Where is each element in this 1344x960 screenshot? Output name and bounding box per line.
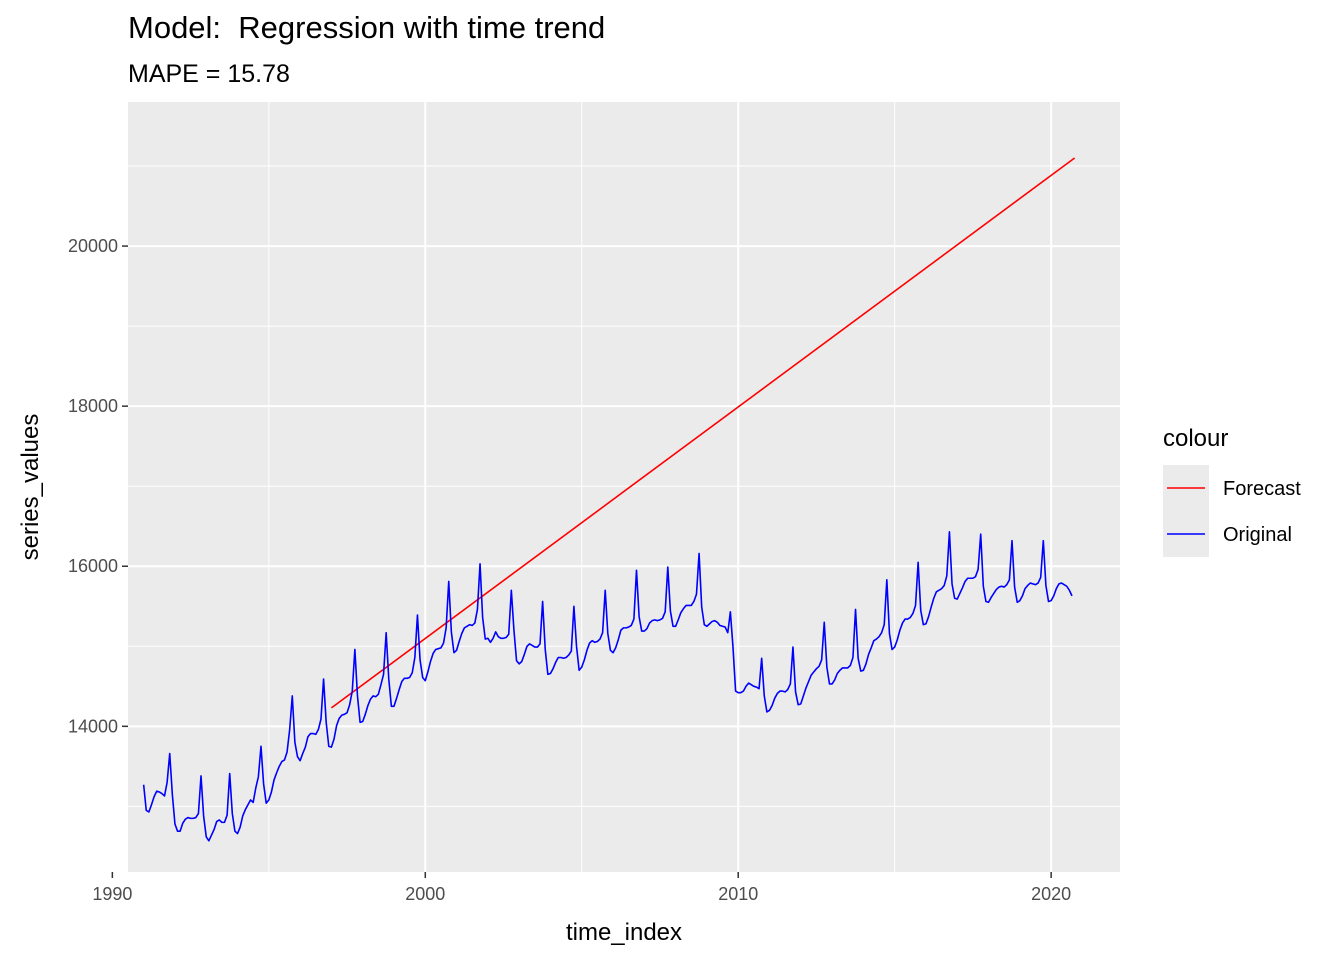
y-tick-label: 18000 bbox=[68, 396, 118, 416]
x-axis: 1990 2000 2010 2020 bbox=[92, 872, 1071, 904]
chart-title: Model: Regression with time trend bbox=[128, 10, 606, 45]
chart-subtitle: MAPE = 15.78 bbox=[128, 60, 290, 88]
series-line-original bbox=[142, 531, 1073, 842]
x-tick-label: 2000 bbox=[405, 884, 445, 904]
x-axis-title: time_index bbox=[566, 919, 682, 946]
x-tick-label: 1990 bbox=[92, 884, 132, 904]
plot-panel bbox=[128, 102, 1120, 872]
legend-label: Forecast bbox=[1223, 478, 1301, 500]
legend: colour Forecast Original bbox=[1163, 425, 1301, 557]
legend-keys: Forecast Original bbox=[1163, 465, 1301, 557]
y-tick-label: 16000 bbox=[68, 556, 118, 576]
series-line-forecast bbox=[330, 157, 1076, 709]
series-layer bbox=[142, 157, 1076, 842]
legend-title: colour bbox=[1163, 425, 1228, 452]
y-axis-title: series_values bbox=[17, 414, 44, 561]
legend-label: Original bbox=[1223, 524, 1292, 546]
x-tick-label: 2010 bbox=[718, 884, 758, 904]
y-tick-label: 20000 bbox=[68, 236, 118, 256]
x-tick-label: 2020 bbox=[1031, 884, 1071, 904]
y-tick-label: 14000 bbox=[68, 716, 118, 736]
minor-gridlines bbox=[128, 102, 1120, 872]
y-axis: 14000 16000 18000 20000 bbox=[68, 236, 128, 736]
